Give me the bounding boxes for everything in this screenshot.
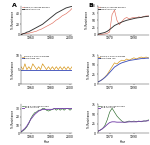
Y-axis label: % Resistance: % Resistance [87, 60, 91, 79]
Y-axis label: % Resistance: % Resistance [11, 110, 15, 128]
Y-axis label: % Resistance: % Resistance [87, 110, 91, 128]
Legend: STR-R 5-y moving average, STR-R trend line: STR-R 5-y moving average, STR-R trend li… [98, 56, 126, 59]
Y-axis label: % Resistance: % Resistance [85, 11, 89, 29]
Text: B: B [88, 3, 93, 8]
X-axis label: Year: Year [120, 140, 126, 144]
Legend: AMP-R 5-y moving average, AMP-R trend line: AMP-R 5-y moving average, AMP-R trend li… [98, 7, 126, 10]
Text: A: A [12, 3, 17, 8]
Legend: TET-R 5-y moving average, TET-R trend line: TET-R 5-y moving average, TET-R trend li… [22, 105, 49, 108]
Legend: AMP-R 5-y moving average, AMP-R trend line: AMP-R 5-y moving average, AMP-R trend li… [22, 7, 50, 10]
Y-axis label: % Resistance: % Resistance [11, 60, 15, 79]
Legend: STR-R 5-y moving average, STR-R trend line: STR-R 5-y moving average, STR-R trend li… [22, 56, 49, 59]
Y-axis label: % Resistance: % Resistance [11, 11, 15, 29]
Legend: TET-R 5-y moving average, TET-R trend line: TET-R 5-y moving average, TET-R trend li… [98, 105, 125, 108]
X-axis label: Year: Year [44, 140, 50, 144]
